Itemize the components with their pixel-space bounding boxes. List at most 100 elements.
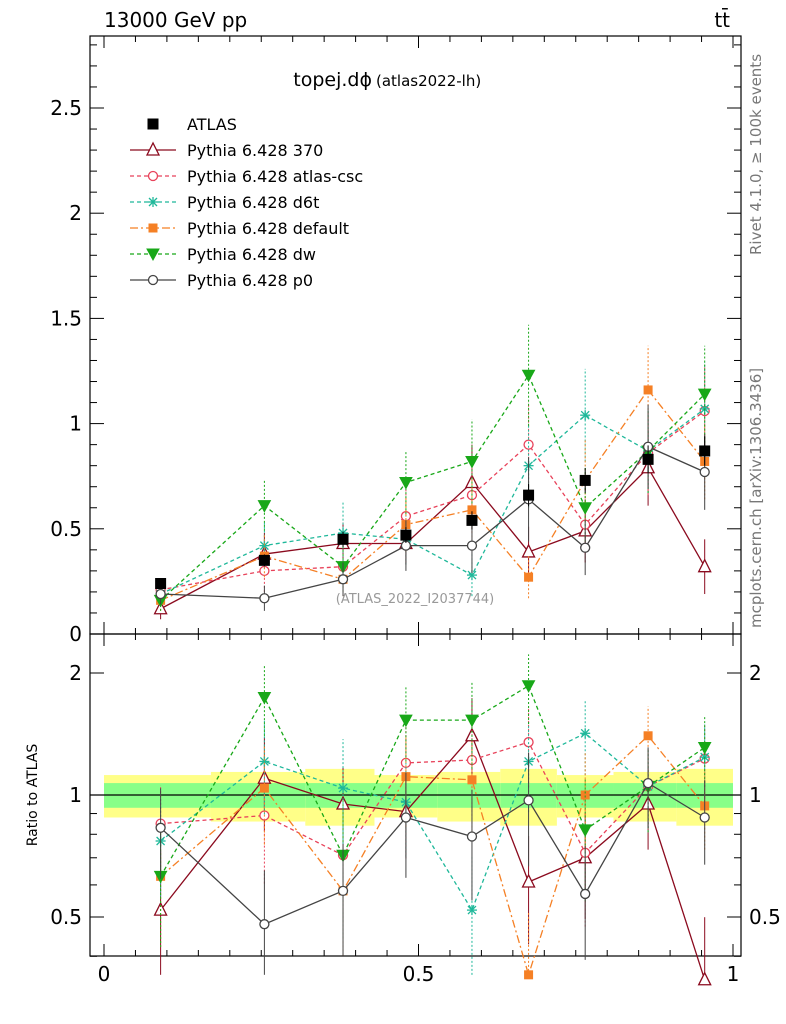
ratio-point bbox=[337, 885, 349, 897]
atlas-point bbox=[579, 474, 591, 486]
y-tick-label: 0.5 bbox=[50, 517, 82, 541]
ratio-point bbox=[399, 714, 413, 728]
legend-item-4: Pythia 6.428 dw bbox=[130, 245, 316, 264]
y-tick-label: 1 bbox=[69, 412, 82, 436]
main-panel: topej.dϕ (atlas2022-lh) (ATLAS_2022_I203… bbox=[89, 35, 742, 635]
legend-label: Pythia 6.428 370 bbox=[187, 141, 323, 160]
ratio-y-tick-label: 2 bbox=[69, 661, 82, 685]
y-tick-label: 1.5 bbox=[50, 306, 82, 330]
legend-item-5: Pythia 6.428 p0 bbox=[130, 271, 313, 290]
ratio-point bbox=[521, 680, 536, 693]
ratio-point bbox=[697, 971, 712, 986]
x-tick-label: 0.5 bbox=[403, 962, 435, 986]
legend-marker bbox=[147, 170, 159, 182]
legend-marker bbox=[148, 197, 158, 207]
ratio-point bbox=[580, 728, 591, 739]
ratio-point bbox=[578, 824, 593, 837]
legend-marker bbox=[147, 274, 159, 286]
ratio-series-line bbox=[160, 734, 706, 978]
data-point bbox=[259, 593, 270, 604]
ratio-ylabel: Ratio to ATLAS bbox=[25, 744, 41, 847]
y-tick-label: 2.5 bbox=[50, 96, 82, 120]
atlas-point bbox=[337, 533, 349, 545]
data-point bbox=[580, 542, 591, 553]
data-point bbox=[466, 540, 478, 551]
energy-label: 13000 GeV pp bbox=[104, 8, 247, 32]
y-tick-label: 2 bbox=[69, 201, 82, 225]
legend-label: Pythia 6.428 p0 bbox=[187, 271, 313, 290]
atlas-point bbox=[523, 489, 535, 501]
data-point bbox=[399, 477, 413, 490]
series-line bbox=[160, 445, 705, 599]
series-line bbox=[160, 410, 706, 591]
ratio-point bbox=[465, 714, 479, 728]
series-5 bbox=[155, 404, 710, 611]
data-point bbox=[465, 455, 479, 469]
series-0 bbox=[153, 429, 712, 620]
ratio-point bbox=[257, 692, 272, 705]
process-label: tt̄ bbox=[714, 7, 730, 32]
ratio-point bbox=[524, 970, 534, 980]
atlas-point bbox=[466, 514, 478, 526]
axes: 0 0.5 1 0 0.5 1 1.5 2 2.5 0.5 0.5 1 1 2 2 bbox=[50, 36, 781, 986]
ratio-panel: Ratio to ATLAS bbox=[25, 633, 742, 986]
y-tick-label: 0 bbox=[69, 622, 82, 646]
ratio-point bbox=[699, 812, 710, 823]
legend-item-2: Pythia 6.428 d6t bbox=[130, 193, 319, 212]
ratio-point bbox=[466, 905, 477, 916]
data-point bbox=[580, 410, 591, 421]
ratio-y-tick-label: 0.5 bbox=[50, 905, 82, 929]
data-point bbox=[524, 572, 534, 582]
legend-item-atlas: ATLAS bbox=[147, 115, 237, 134]
ratio-point bbox=[642, 777, 654, 789]
data-point bbox=[155, 588, 166, 600]
data-point bbox=[699, 466, 710, 478]
ratio-series-0 bbox=[153, 698, 712, 986]
ratio-point bbox=[466, 831, 478, 842]
data-point bbox=[467, 505, 477, 515]
data-point bbox=[697, 558, 712, 573]
ratio-point bbox=[400, 812, 412, 823]
ratio-series-line bbox=[160, 741, 705, 857]
x-tick-label: 0 bbox=[98, 962, 111, 986]
data-point bbox=[466, 570, 477, 581]
mcplots-label: mcplots.cern.ch [arXiv:1306.3436] bbox=[747, 368, 765, 628]
data-point bbox=[578, 502, 593, 515]
data-point bbox=[257, 500, 272, 513]
ratio-point bbox=[521, 873, 536, 888]
legend-item-0: Pythia 6.428 370 bbox=[130, 141, 323, 160]
legend-marker bbox=[145, 141, 161, 156]
plot-subtitle: (atlas2022-lh) bbox=[376, 72, 481, 90]
data-point bbox=[643, 385, 653, 395]
legend-label: Pythia 6.428 default bbox=[187, 219, 349, 238]
ratio-point bbox=[580, 790, 590, 800]
atlas-point bbox=[155, 578, 167, 590]
ratio-point bbox=[643, 731, 653, 741]
ratio-point bbox=[580, 888, 591, 900]
ratio-point bbox=[338, 783, 349, 794]
atlas-data bbox=[155, 436, 711, 590]
data-point bbox=[697, 388, 712, 402]
legend-label: Pythia 6.428 atlas-csc bbox=[187, 167, 363, 186]
rivet-label: Rivet 4.1.0, ≥ 100k events bbox=[747, 54, 765, 255]
legend-marker bbox=[147, 118, 159, 130]
data-point bbox=[153, 600, 168, 615]
legend-marker bbox=[148, 223, 158, 233]
atlas-point bbox=[642, 453, 654, 465]
legend: ATLAS Pythia 6.428 370 Pythia 6.428 atlas-… bbox=[130, 115, 363, 290]
ratio-point bbox=[523, 795, 534, 806]
ratio-y-tick-label: 1 bbox=[69, 783, 82, 807]
series-line bbox=[160, 466, 706, 610]
ratio-y-tick-label-right: 1 bbox=[749, 783, 762, 807]
legend-item-1: Pythia 6.428 atlas-csc bbox=[130, 167, 363, 186]
ratio-y-tick-label-right: 2 bbox=[749, 661, 762, 685]
ratio-series-5 bbox=[155, 747, 710, 975]
watermark: (ATLAS_2022_I2037744) bbox=[336, 592, 494, 607]
series-line bbox=[160, 388, 706, 601]
ratio-point bbox=[467, 775, 477, 785]
legend-label: ATLAS bbox=[187, 115, 237, 134]
ratio-series-3 bbox=[156, 706, 710, 980]
atlas-point bbox=[400, 529, 412, 541]
data-point bbox=[337, 574, 349, 585]
